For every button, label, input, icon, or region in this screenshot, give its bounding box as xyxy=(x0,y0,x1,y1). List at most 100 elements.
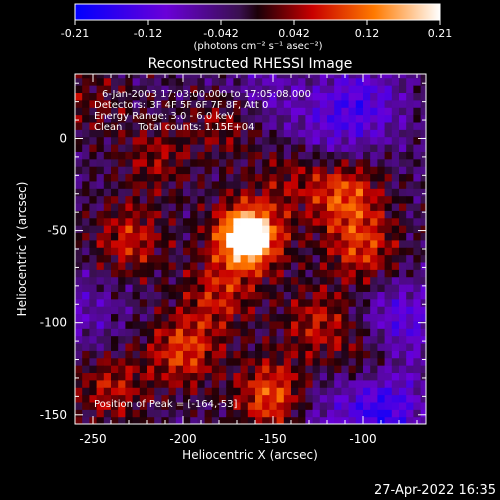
heatmap-cell xyxy=(125,254,134,263)
heatmap-cell xyxy=(355,99,364,108)
heatmap-cell xyxy=(406,254,414,263)
heatmap-cell xyxy=(327,298,335,307)
heatmap-cell xyxy=(319,409,328,418)
heatmap-cell xyxy=(298,121,306,130)
heatmap-cell xyxy=(370,350,378,359)
heatmap-cell xyxy=(269,99,278,108)
heatmap-cell xyxy=(406,239,414,248)
heatmap-cell xyxy=(89,107,98,116)
heatmap-cell xyxy=(363,298,371,307)
heatmap-cell xyxy=(118,328,126,337)
heatmap-cell xyxy=(334,210,342,219)
heatmap-cell xyxy=(103,188,112,197)
heatmap-cell xyxy=(377,247,386,256)
heatmap-cell xyxy=(168,210,177,219)
heatmap-cell xyxy=(190,158,198,167)
heatmap-cell xyxy=(118,379,126,388)
heatmap-cell xyxy=(377,173,386,182)
heatmap-cell xyxy=(132,151,141,160)
heatmap-cell xyxy=(291,269,299,278)
heatmap-cell xyxy=(139,365,148,374)
heatmap-cell xyxy=(139,328,148,337)
heatmap-cell xyxy=(276,210,285,219)
heatmap-cell xyxy=(75,217,83,226)
heatmap-cell xyxy=(377,320,386,329)
heatmap-cell xyxy=(168,269,177,278)
heatmap-cell xyxy=(154,276,162,285)
heatmap-cell xyxy=(406,225,414,234)
heatmap-cell xyxy=(384,261,393,270)
heatmap-cell xyxy=(319,276,328,285)
heatmap-cell xyxy=(226,365,234,374)
heatmap-cell xyxy=(89,379,98,388)
heatmap-cell xyxy=(262,129,270,138)
heatmap-cell xyxy=(190,144,198,152)
heatmap-cell xyxy=(413,313,422,322)
heatmap-cell xyxy=(219,99,227,108)
heatmap-cell xyxy=(139,136,148,145)
heatmap-cell xyxy=(384,247,393,256)
heatmap-cell xyxy=(276,225,285,234)
heatmap-cell xyxy=(161,77,170,86)
heatmap-cell xyxy=(305,342,314,351)
heatmap-cell xyxy=(319,284,328,292)
heatmap-cell xyxy=(298,254,306,263)
heatmap-cell xyxy=(132,136,141,145)
heatmap-cell xyxy=(168,232,177,241)
heatmap-cell xyxy=(334,99,342,108)
heatmap-cell xyxy=(226,342,234,351)
heatmap-cell xyxy=(370,188,378,197)
heatmap-cell xyxy=(147,202,155,211)
heatmap-cell xyxy=(391,195,400,204)
heatmap-cell xyxy=(312,195,321,204)
heatmap-cell xyxy=(154,202,162,211)
heatmap-cell xyxy=(319,180,328,189)
heatmap-cell xyxy=(269,372,278,381)
heatmap-cell xyxy=(327,394,335,403)
heatmap-cell xyxy=(291,254,299,263)
heatmap-cell xyxy=(312,210,321,219)
heatmap-cell xyxy=(348,180,357,189)
heatmap-cell xyxy=(399,217,407,226)
heatmap-cell xyxy=(305,217,314,226)
heatmap-cell xyxy=(154,136,162,145)
heatmap-cell xyxy=(75,210,83,219)
heatmap-cell xyxy=(298,379,306,388)
heatmap-cell xyxy=(204,85,213,94)
heatmap-cell xyxy=(125,151,134,160)
heatmap-cell xyxy=(269,195,278,204)
heatmap-cell xyxy=(420,342,426,351)
heatmap-cell xyxy=(154,335,162,344)
heatmap-cell xyxy=(197,121,206,130)
heatmap-cell xyxy=(283,261,292,270)
heatmap-cell xyxy=(363,306,371,315)
heatmap-cell xyxy=(183,144,191,152)
heatmap-cell xyxy=(103,232,112,241)
heatmap-cell xyxy=(399,247,407,256)
heatmap-cell xyxy=(348,144,357,152)
heatmap-cell xyxy=(269,151,278,160)
heatmap-cell xyxy=(204,225,213,234)
heatmap-cell xyxy=(305,114,314,123)
heatmap-cell xyxy=(161,298,170,307)
heatmap-cell xyxy=(219,365,227,374)
heatmap-cell xyxy=(103,114,112,123)
heatmap-cell xyxy=(391,298,400,307)
heatmap-cell xyxy=(283,195,292,204)
heatmap-cell xyxy=(96,342,105,351)
heatmap-cell xyxy=(363,99,371,108)
heatmap-cell xyxy=(399,129,407,138)
heatmap-cell xyxy=(183,328,191,337)
heatmap-cell xyxy=(183,210,191,219)
heatmap-cell xyxy=(348,85,357,94)
heatmap-cell xyxy=(420,372,426,381)
heatmap-cell xyxy=(132,401,141,410)
heatmap-cell xyxy=(233,180,242,189)
heatmap-cell xyxy=(183,394,191,403)
heatmap-cell xyxy=(132,387,141,396)
annotation-peak-position: Position of Peak = [-164,-53] xyxy=(94,399,238,410)
heatmap-cell xyxy=(82,342,90,351)
heatmap-cell xyxy=(204,298,213,307)
heatmap-cell xyxy=(399,387,407,396)
heatmap-cell xyxy=(139,291,148,300)
